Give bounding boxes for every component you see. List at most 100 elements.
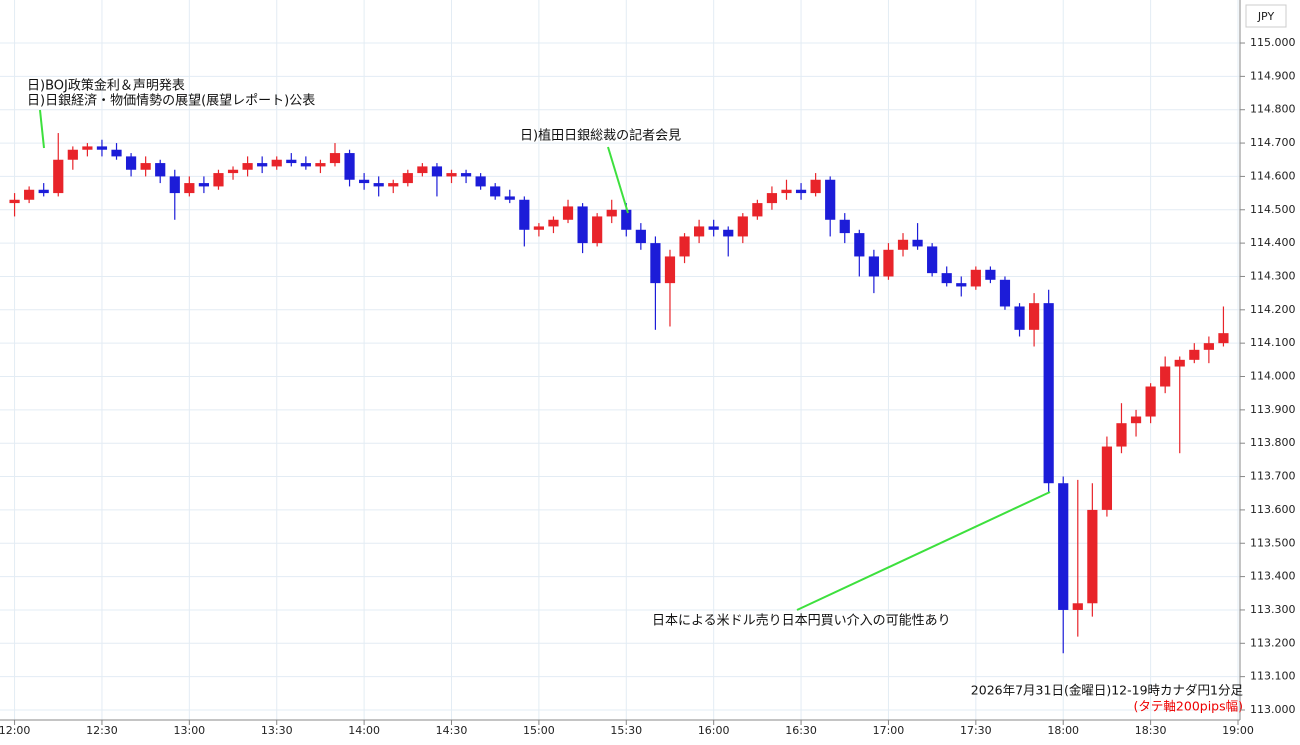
candle-body [708,226,719,230]
candle-body [1043,303,1054,484]
candle-body [460,173,472,177]
candle-body [490,186,501,197]
candle-body [38,189,49,194]
candle-body [912,239,923,247]
caption-note: (タテ軸200pips幅) [1134,699,1243,714]
candle-body [1189,349,1200,360]
candle-body [1116,423,1127,447]
candle-body [1101,446,1113,510]
y-tick-label: 114.100 [1250,336,1296,349]
candle-body [606,209,617,217]
candle-body [664,256,676,284]
candle-body [1072,603,1083,610]
x-tick-label: 12:30 [86,724,118,737]
candle-body [53,159,64,194]
candle-body [1014,306,1025,330]
candle-body [883,249,894,277]
candle-body [213,173,224,187]
candle-body [257,163,268,167]
candle-body [766,193,778,204]
candle-body [1174,359,1185,367]
candle-body [329,153,341,164]
y-tick-label: 114.300 [1250,269,1296,282]
y-tick-label: 114.500 [1250,203,1296,216]
candle-body [1160,366,1171,387]
y-tick-label: 114.700 [1250,136,1296,149]
x-tick-label: 16:30 [785,724,817,737]
annotation: 日)日銀経済・物価情勢の展望(展望レポート)公表 [27,93,315,109]
candle-body [533,226,544,230]
candle-body [1058,483,1069,610]
x-tick-label: 12:00 [0,724,30,737]
x-tick-label: 13:30 [261,724,293,737]
y-tick-label: 114.200 [1250,303,1296,316]
candle-body [781,189,792,194]
x-tick-label: 13:00 [173,724,205,737]
candle-body [402,173,413,184]
annotation-line [39,109,45,149]
candle-body [941,273,952,284]
grid [0,0,1240,720]
annotation-line [796,491,1051,611]
x-tick-label: 17:00 [873,724,905,737]
candle-body [825,179,836,220]
x-tick-label: 19:00 [1222,724,1254,737]
candle-body [169,176,180,194]
candle-body [9,199,20,204]
candle-body [810,179,821,194]
candle-body [24,189,35,200]
candle-body [373,183,384,187]
candle-body [927,246,938,274]
y-tick-label: 113.000 [1250,703,1296,716]
candle-body [621,209,632,230]
candle-body [315,163,326,167]
x-tick-label: 18:30 [1135,724,1167,737]
candle-body [504,196,515,200]
candle-body [111,149,122,157]
candle-body [795,189,807,194]
candle-body [650,243,661,284]
y-tick-label: 114.600 [1250,169,1296,182]
y-tick-label: 114.900 [1250,69,1296,82]
x-tick-label: 18:00 [1047,724,1079,737]
candle-body [897,239,909,250]
candle-body [1203,343,1214,350]
candle-body [155,163,166,177]
annotation: 日)植田日銀総裁の記者会見 [520,128,681,144]
candle-body [592,216,603,244]
x-tick-label: 14:00 [348,724,380,737]
candle-body [1087,509,1098,604]
axis-label-box [1245,4,1287,28]
candle-body [519,199,530,230]
candle-body [125,156,137,170]
candle-body [184,183,195,194]
candle-body [242,163,253,170]
candle-body [388,183,399,187]
candle-body [446,173,457,177]
candle-body [271,159,282,167]
y-tick-label: 113.300 [1250,603,1296,616]
candle-body [359,179,370,184]
candle-body [999,279,1011,307]
candle-body [300,163,311,167]
candle-body [679,236,690,257]
x-tick-label: 15:30 [610,724,642,737]
candle-body [694,226,705,237]
y-tick-label: 113.500 [1250,536,1296,549]
candle-body [577,206,588,244]
candle-body [1218,333,1229,344]
candle-body [344,153,355,180]
candle-body [475,176,486,187]
candle-body [1145,386,1156,417]
x-tick-label: 14:30 [436,724,468,737]
annotation: 日本による米ドル売り日本円買い介入の可能性あり [652,613,951,629]
candle-body [227,169,239,174]
y-tick-label: 113.400 [1250,570,1296,583]
annotation-line [607,146,629,214]
candle-body [286,159,297,164]
y-axis-label: JPY [1257,10,1275,23]
y-tick-label: 113.200 [1250,636,1296,649]
candle-body [417,166,428,174]
